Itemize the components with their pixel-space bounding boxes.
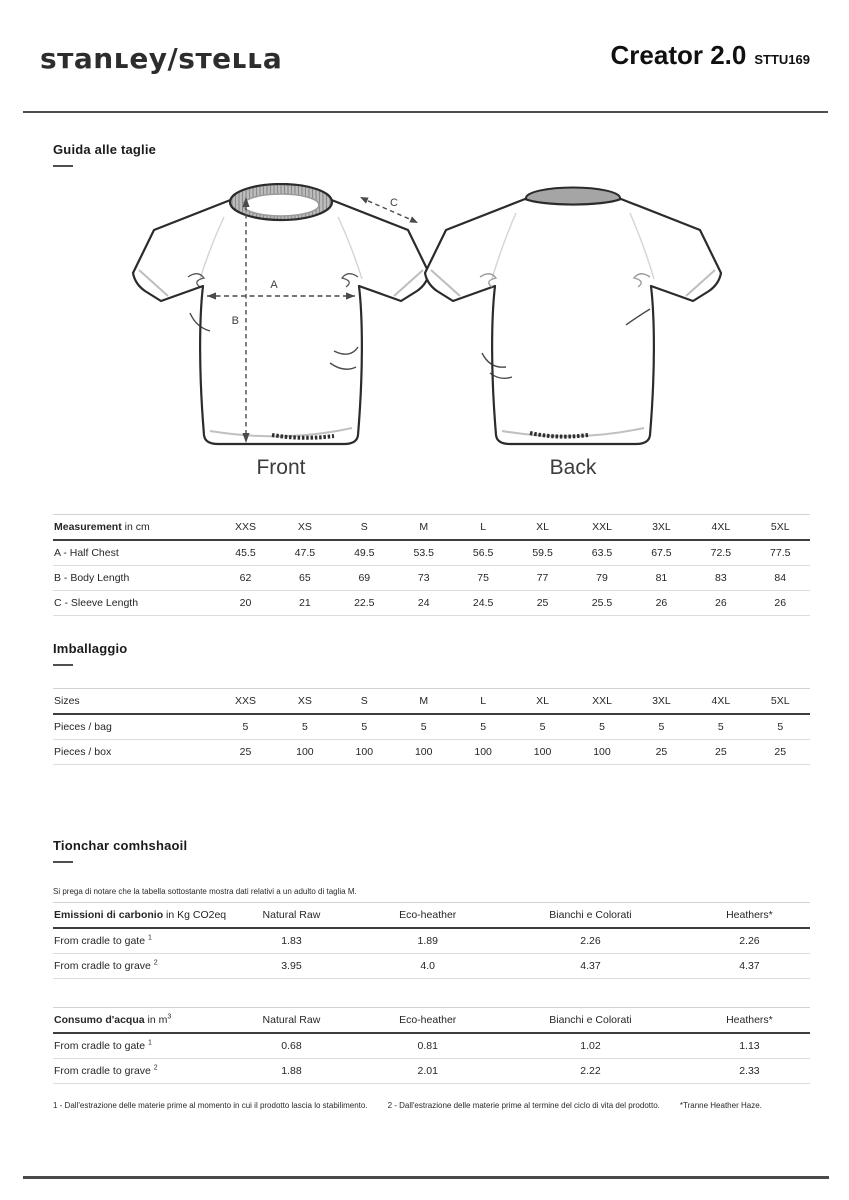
size-col-header: 4XL [691, 514, 751, 541]
measurement-table: Measurement in cm XXS XS S M L XL XXL 3X… [53, 514, 810, 616]
brand-logo: sᴛanʟey/sᴛeʟʟa [40, 42, 283, 75]
table-row: From cradle to grave 2 3.95 4.0 4.37 4.3… [53, 953, 810, 979]
footnote-2: 2 - Dall'estrazione delle materie prime … [387, 1101, 660, 1110]
table-header-row: Measurement in cm XXS XS S M L XL XXL 3X… [53, 514, 810, 541]
size-col-header: M [394, 514, 454, 541]
size-col-header: 5XL [750, 688, 810, 715]
footer-divider [23, 1176, 829, 1179]
table-row: B - Body Length 62 65 69 73 75 77 79 81 … [53, 565, 810, 591]
table-row: A - Half Chest 45.5 47.5 49.5 53.5 56.5 … [53, 540, 810, 566]
material-col-header: Eco-heather [363, 902, 493, 929]
carbon-emissions-table: Emissioni di carbonio in Kg CO2eq Natura… [53, 902, 810, 979]
material-col-header: Bianchi e Colorati [492, 902, 689, 929]
size-col-header: 3XL [631, 514, 692, 541]
material-col-header: Eco-heather [363, 1007, 493, 1034]
size-col-header: XS [275, 688, 335, 715]
measure-arrow-b [242, 197, 250, 443]
size-col-header: XXS [215, 688, 276, 715]
size-guide-section-header: Guida alle taglie [53, 142, 156, 167]
table-row: From cradle to gate 1 1.83 1.89 2.26 2.2… [53, 928, 810, 954]
size-m-note: Si prega di notare che la tabella sottos… [53, 887, 357, 896]
carbon-header: Emissioni di carbonio in Kg CO2eq [53, 902, 226, 929]
size-col-header: XL [512, 514, 573, 541]
measurement-header: Measurement in cm [53, 514, 216, 541]
back-shirt-body [423, 197, 723, 446]
material-col-header: Natural Raw [219, 902, 364, 929]
product-code: STTU169 [754, 52, 810, 67]
table-header-row: Consumo d'acqua in m3 Natural Raw Eco-he… [53, 1007, 810, 1034]
table-row: From cradle to gate 1 0.68 0.81 1.02 1.1… [53, 1033, 810, 1059]
product-header: Creator 2.0 STTU169 [611, 40, 810, 71]
product-name: Creator 2.0 [610, 40, 747, 70]
material-col-header: Heathers* [688, 1007, 810, 1034]
header-divider [23, 111, 828, 113]
material-col-header: Heathers* [688, 902, 810, 929]
water-consumption-table: Consumo d'acqua in m3 Natural Raw Eco-he… [53, 1007, 810, 1084]
table-header-row: Emissioni di carbonio in Kg CO2eq Natura… [53, 902, 810, 929]
table-row: Pieces / box 25 100 100 100 100 100 100 … [53, 739, 810, 765]
packaging-table: Sizes XXS XS S M L XL XXL 3XL 4XL 5XL Pi… [53, 688, 810, 765]
size-col-header: 5XL [750, 514, 810, 541]
measure-label-c: C [390, 197, 398, 209]
size-guide-title: Guida alle taglie [53, 142, 157, 157]
table-row: From cradle to grave 2 1.88 2.01 2.22 2.… [53, 1058, 810, 1084]
front-shirt-body [131, 197, 431, 446]
size-col-header: S [334, 688, 395, 715]
footnote-1: 1 - Dall'estrazione delle materie prime … [53, 1101, 368, 1110]
size-col-header: XL [512, 688, 573, 715]
table-row: Pieces / bag 5 5 5 5 5 5 5 5 5 5 [53, 714, 810, 740]
material-col-header: Natural Raw [219, 1007, 364, 1034]
sizes-header: Sizes [53, 688, 216, 715]
size-col-header: 4XL [691, 688, 751, 715]
size-col-header: XXL [572, 514, 632, 541]
measure-arrow-c [360, 197, 418, 223]
table-header-row: Sizes XXS XS S M L XL XXL 3XL 4XL 5XL [53, 688, 810, 715]
measure-label-b: B [232, 315, 239, 327]
title-dash [53, 861, 73, 863]
size-col-header: L [453, 514, 513, 541]
size-col-header: L [453, 688, 513, 715]
size-col-header: XS [275, 514, 335, 541]
size-col-header: S [334, 514, 395, 541]
measure-arrow-a [207, 292, 355, 300]
size-col-header: 3XL [631, 688, 692, 715]
packaging-section: Imballaggio Sizes XXS XS S M L XL XXL 3X… [53, 641, 810, 765]
packaging-title: Imballaggio [53, 641, 128, 656]
material-col-header: Bianchi e Colorati [492, 1007, 689, 1034]
size-col-header: XXL [572, 688, 632, 715]
footnote-asterisk: *Tranne Heather Haze. [679, 1101, 762, 1110]
size-col-header: M [394, 688, 454, 715]
back-shirt-diagram [423, 186, 723, 446]
footnotes: 1 - Dall'estrazione delle materie prime … [53, 1101, 810, 1110]
measure-label-a: A [270, 279, 278, 291]
title-dash [53, 664, 73, 666]
title-dash [53, 165, 73, 167]
front-view-label: Front [256, 456, 306, 479]
size-col-header: XXS [215, 514, 276, 541]
back-view-label: Back [549, 456, 597, 479]
water-header: Consumo d'acqua in m3 [53, 1007, 220, 1034]
environmental-section: Tionchar comhshaoil Si prega di notare c… [53, 838, 810, 1110]
table-row: C - Sleeve Length 20 21 22.5 24 24.5 25 … [53, 590, 810, 616]
environmental-title: Tionchar comhshaoil [53, 838, 188, 853]
front-shirt-diagram: A B C [131, 183, 431, 446]
